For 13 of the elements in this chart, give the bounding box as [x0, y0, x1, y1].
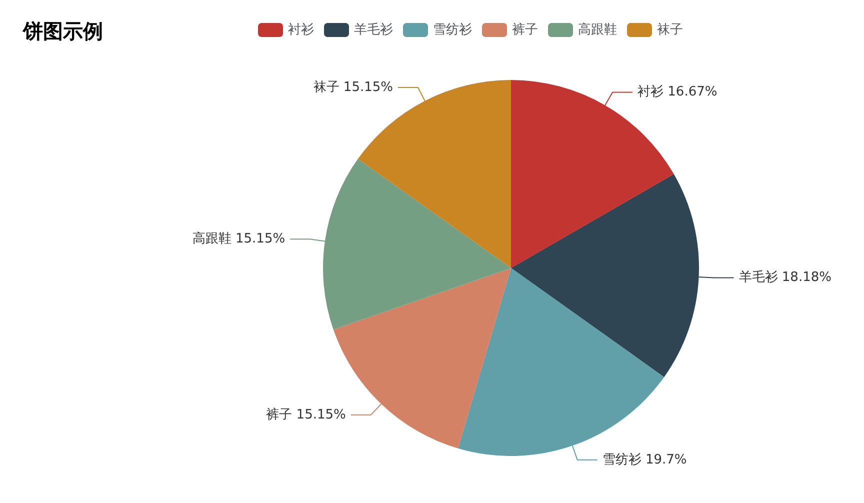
category-label: 雪纺衫 19.7%	[602, 452, 687, 468]
category-label: 羊毛衫 18.18%	[738, 270, 832, 286]
text: 饼图示例	[22, 19, 103, 43]
legend-label: 羊毛衫	[354, 22, 393, 38]
legend-label: 雪纺衫	[433, 22, 472, 38]
legend-label: 高跟鞋	[578, 22, 617, 38]
category-label: 裤子 15.15%	[266, 407, 346, 422]
legend-label: 衬衫	[288, 22, 314, 38]
category-label: 衬衫 16.67%	[638, 84, 718, 100]
legend-label: 裤子	[512, 22, 538, 38]
category-label: 袜子 15.15%	[313, 80, 393, 96]
category-label: 高跟鞋 15.15%	[192, 232, 286, 247]
legend-label: 袜子	[657, 22, 683, 38]
